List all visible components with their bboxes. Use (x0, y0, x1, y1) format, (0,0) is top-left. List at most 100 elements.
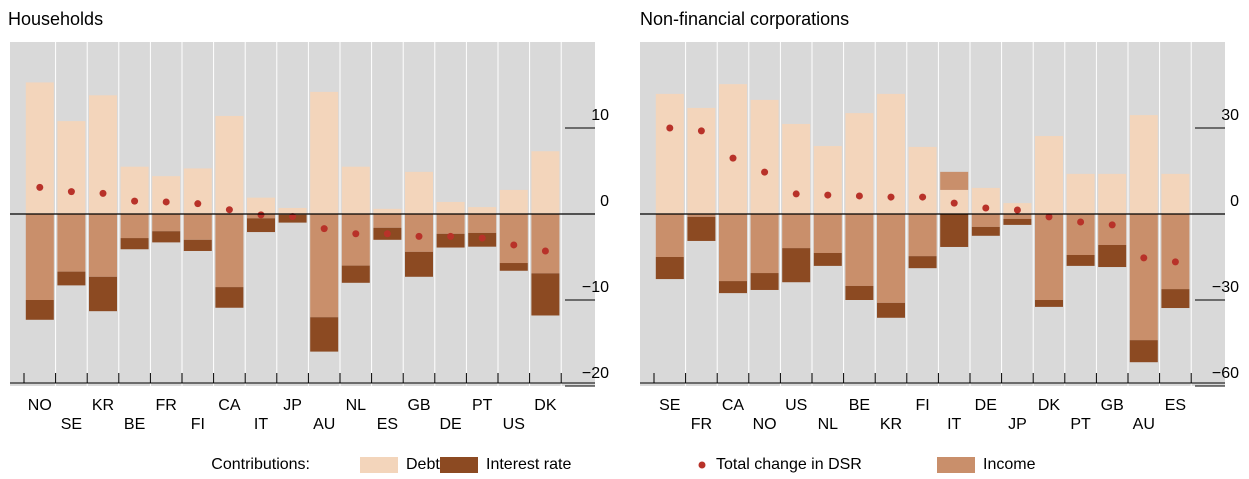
x-tick-label: NO (28, 397, 52, 414)
bar-segment (499, 214, 528, 264)
x-tick-label: US (503, 416, 525, 433)
bar-segment (89, 276, 117, 312)
legend-swatch (440, 457, 478, 473)
x-tick-label: ES (377, 416, 398, 433)
x-tick-label: DK (1038, 397, 1061, 414)
total-dot (919, 193, 927, 201)
bar-segment (152, 214, 181, 232)
bar-segment (89, 214, 117, 277)
total-dot (225, 206, 233, 214)
bar-segment (750, 214, 779, 274)
x-tick-label: KR (92, 397, 114, 414)
total-dot (1077, 218, 1085, 226)
bar-segment (57, 121, 86, 214)
total-dot (289, 213, 297, 221)
bar-segment (1129, 340, 1158, 363)
bar-segment (655, 214, 684, 257)
y-tick-label: 10 (591, 107, 609, 124)
legend-text: Income (983, 456, 1036, 473)
bar-segment (310, 91, 339, 214)
total-dot (666, 124, 674, 132)
bar-segment (1035, 214, 1063, 300)
legend-text: Debt (406, 456, 440, 473)
bar-segment (1066, 173, 1095, 214)
x-tick-label: FI (191, 416, 205, 433)
bar-segment (719, 281, 747, 294)
x-tick-label: NO (753, 416, 777, 433)
y-tick-label: 30 (1221, 107, 1239, 124)
y-tick-label: −10 (582, 279, 609, 296)
bar-segment (940, 214, 969, 247)
bar-segment (215, 287, 244, 308)
bar-segment (1035, 300, 1063, 307)
bar-segment (120, 238, 149, 250)
x-tick-label: BE (849, 397, 870, 414)
total-dot (320, 225, 328, 233)
total-dot (447, 232, 455, 240)
bar-segment (813, 146, 842, 214)
bar-segment (373, 214, 402, 228)
legend-text: Interest rate (486, 456, 571, 473)
bar-segment (1003, 218, 1032, 225)
x-tick-label: CA (218, 397, 241, 414)
bar-segment (57, 214, 86, 272)
bar-segment (25, 300, 54, 320)
total-dot (1140, 254, 1148, 262)
bar-segment (499, 263, 528, 271)
chart-title: Households (8, 9, 103, 29)
bar-segment (687, 107, 716, 214)
bar-segment (1098, 244, 1127, 268)
bar-segment (1098, 173, 1127, 214)
total-dot (36, 183, 44, 191)
bar-segment (120, 166, 149, 214)
bar-segment (531, 273, 560, 316)
bar-segment (531, 214, 560, 274)
total-dot (1108, 221, 1116, 229)
total-dot (1171, 258, 1179, 266)
bar-segment (341, 214, 370, 266)
bar-segment (782, 214, 811, 249)
bar-segment (877, 214, 905, 303)
x-tick-label: US (785, 397, 807, 414)
legend-swatch (360, 457, 398, 473)
y-tick-label: 0 (1230, 193, 1239, 210)
x-tick-label: FI (915, 397, 929, 414)
x-tick-label: CA (722, 397, 745, 414)
x-tick-label: GB (407, 397, 430, 414)
y-tick-label: −30 (1212, 279, 1239, 296)
total-dot (697, 127, 705, 135)
bar-segment (373, 208, 402, 214)
total-dot (950, 199, 958, 207)
bar-segment (215, 115, 244, 214)
x-tick-label: JP (283, 397, 302, 414)
total-dot (352, 230, 360, 238)
x-tick-label: FR (156, 397, 177, 414)
bar-segment (25, 82, 54, 214)
bar-segment (719, 214, 747, 282)
total-dot (415, 232, 423, 240)
bar-segment (1098, 214, 1127, 245)
bar-segment (1066, 254, 1095, 266)
bar-segment (1129, 115, 1158, 214)
bar-segment (1035, 136, 1063, 214)
total-dot (478, 234, 486, 242)
x-tick-label: FR (691, 416, 712, 433)
bar-segment (247, 197, 275, 214)
total-dot (257, 211, 265, 219)
bar-segment (247, 218, 275, 233)
bar-segment (183, 239, 212, 251)
x-tick-label: IT (254, 416, 268, 433)
bar-segment (152, 176, 181, 214)
total-dot (131, 197, 139, 205)
bar-segment (908, 146, 937, 214)
bar-segment (1129, 214, 1158, 341)
bar-segment (782, 248, 811, 283)
x-tick-label: JP (1008, 416, 1027, 433)
bar-segment (405, 171, 433, 214)
total-dot (67, 188, 75, 196)
bar-segment (971, 214, 1000, 227)
bar-segment (341, 265, 370, 283)
bar-segment (499, 189, 528, 214)
y-tick-label: −20 (582, 365, 609, 382)
